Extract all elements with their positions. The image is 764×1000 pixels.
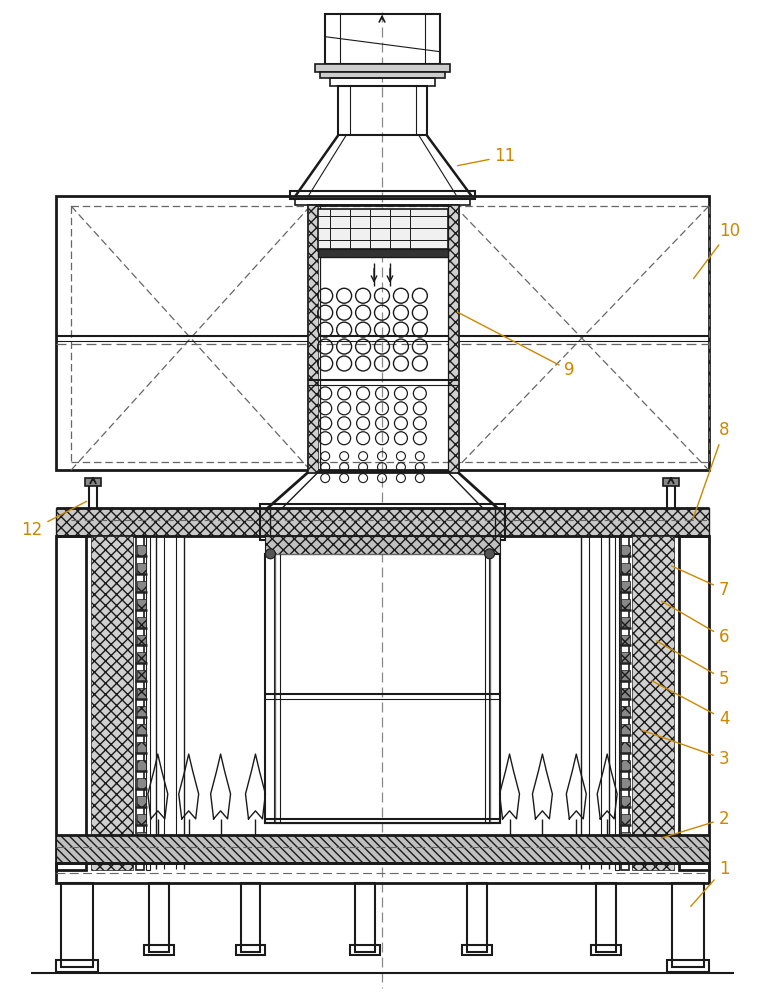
Bar (137, 581, 146, 592)
Bar (144, 945, 173, 955)
Bar (137, 742, 146, 753)
Bar (663, 478, 679, 486)
Bar (596, 883, 616, 952)
Bar (136, 536, 144, 870)
Bar (621, 670, 630, 681)
Bar (591, 945, 621, 955)
Bar (85, 478, 101, 486)
Bar (621, 760, 630, 771)
Text: 9: 9 (457, 312, 575, 379)
Bar (137, 670, 146, 681)
Bar (241, 883, 261, 952)
Text: 1: 1 (691, 860, 730, 906)
Bar (621, 599, 630, 610)
Bar (146, 536, 150, 870)
Bar (325, 14, 440, 64)
Circle shape (484, 549, 494, 559)
Bar (57, 196, 709, 470)
Bar (461, 945, 491, 955)
Text: 2: 2 (662, 810, 730, 838)
Bar (490, 554, 500, 823)
Bar (308, 205, 458, 472)
Bar (265, 819, 500, 823)
Bar (137, 635, 146, 645)
Bar (632, 536, 674, 870)
Text: 4: 4 (652, 681, 730, 728)
Bar (137, 778, 146, 789)
Bar (137, 545, 146, 556)
Bar (275, 554, 490, 823)
Bar (621, 563, 630, 574)
Bar (261, 504, 504, 540)
Bar (137, 706, 146, 717)
Bar (621, 635, 630, 645)
Bar (338, 86, 427, 135)
Bar (621, 796, 630, 807)
Bar (149, 883, 169, 952)
Bar (137, 688, 146, 699)
Circle shape (265, 549, 275, 559)
Bar (621, 536, 629, 870)
Text: 5: 5 (656, 641, 730, 688)
Text: 6: 6 (662, 601, 730, 646)
Text: 8: 8 (693, 421, 730, 519)
Bar (137, 563, 146, 574)
Bar (57, 960, 98, 972)
Text: 10: 10 (694, 222, 740, 279)
Bar (137, 832, 146, 843)
Bar (330, 78, 435, 86)
Bar (621, 814, 630, 825)
Bar (270, 508, 494, 536)
Text: 7: 7 (672, 566, 730, 599)
Bar (621, 652, 630, 663)
Bar (621, 545, 630, 556)
Bar (308, 205, 319, 472)
Text: 11: 11 (458, 147, 516, 166)
Bar (350, 945, 380, 955)
Bar (320, 72, 445, 78)
Bar (265, 536, 500, 554)
Bar (265, 554, 275, 823)
Bar (137, 850, 146, 861)
Bar (621, 706, 630, 717)
Bar (615, 536, 619, 870)
Text: 12: 12 (21, 501, 86, 539)
Bar (319, 249, 448, 257)
Bar (61, 883, 93, 967)
Bar (137, 796, 146, 807)
Bar (467, 883, 487, 952)
Bar (235, 945, 265, 955)
Bar (621, 688, 630, 699)
Bar (621, 832, 630, 843)
Bar (137, 617, 146, 628)
Bar (621, 778, 630, 789)
Bar (137, 652, 146, 663)
Bar (91, 536, 133, 870)
Bar (448, 205, 458, 472)
Bar (290, 191, 474, 199)
Bar (296, 199, 470, 205)
Bar (57, 835, 709, 863)
Bar (355, 883, 375, 952)
Bar (667, 960, 709, 972)
Bar (137, 760, 146, 771)
Bar (137, 724, 146, 735)
Bar (57, 536, 86, 870)
Bar (621, 742, 630, 753)
Bar (621, 724, 630, 735)
Bar (57, 863, 709, 883)
Bar (621, 617, 630, 628)
Bar (672, 883, 704, 967)
Bar (679, 536, 709, 870)
Bar (57, 508, 709, 536)
Bar (621, 850, 630, 861)
Text: 3: 3 (642, 730, 730, 768)
Bar (137, 814, 146, 825)
Bar (621, 581, 630, 592)
Bar (319, 209, 448, 249)
Bar (316, 64, 450, 72)
Bar (137, 599, 146, 610)
